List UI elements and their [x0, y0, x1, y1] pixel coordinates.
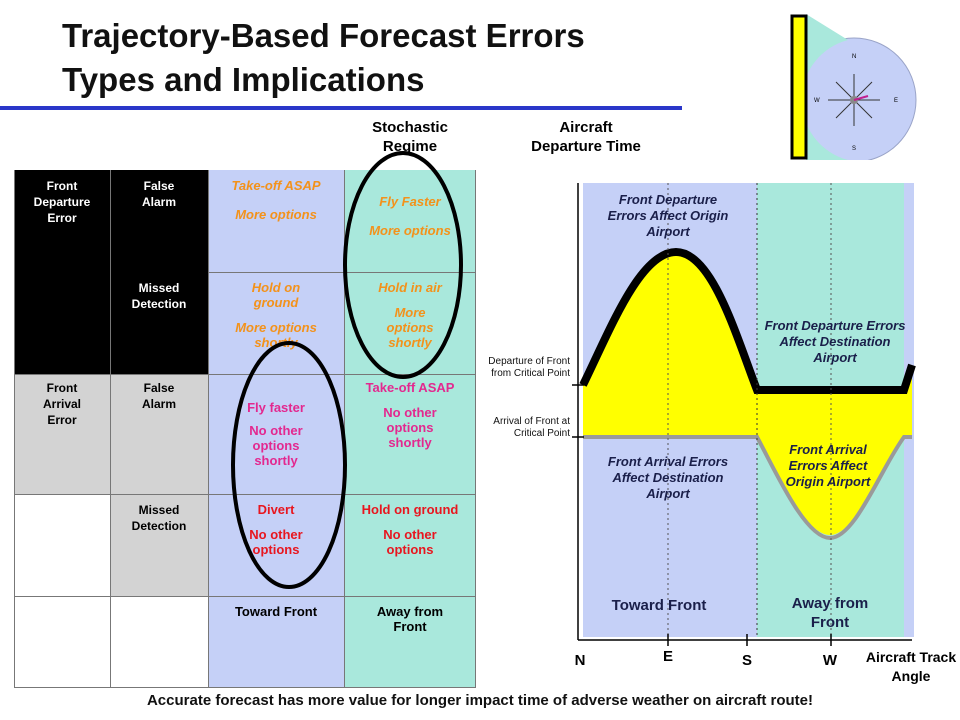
- fa-dest-label: Front Arrival Errors Affect Destination …: [607, 454, 729, 501]
- grid-line: [344, 170, 345, 688]
- missed-detection-label-1: Missed Detection: [131, 281, 187, 311]
- r1c1-cell: Take-off ASAP More options: [208, 170, 344, 272]
- away-front-col-cell: Away from Front: [344, 596, 476, 688]
- r1c2-cell: Fly Faster More options: [344, 170, 476, 272]
- r3c1-options: No other options shortly: [249, 423, 303, 468]
- blank-cell-r5a: [14, 596, 110, 688]
- compass-e: E: [894, 98, 898, 104]
- r3c2-cell: Take-off ASAP No other options shortly: [344, 374, 476, 494]
- y-label-arrival: Arrival of Front at Critical Point: [493, 416, 570, 439]
- compass-w: W: [814, 98, 820, 104]
- r2c2-action: Hold in air: [378, 280, 442, 295]
- title-underline: [0, 106, 682, 110]
- compass-n: N: [852, 54, 856, 60]
- right-edge-region: [904, 183, 914, 637]
- x-label-s: S: [741, 652, 752, 669]
- away-front-label: Away from Front: [791, 595, 869, 631]
- fd-origin-label: Front Departure Errors Affect Origin Air…: [607, 192, 729, 239]
- r3c2-options: No other options shortly: [383, 405, 437, 450]
- r4c2-cell: Hold on ground No other options: [344, 494, 476, 596]
- grid-line: [475, 170, 476, 688]
- front-arrival-error-cell: Front Arrival Error: [14, 374, 110, 494]
- r2c2-options: More options shortly: [386, 305, 434, 350]
- fd-dest-label: Front Departure Errors Affect Destinatio…: [764, 318, 906, 365]
- blank-cell-r4: [14, 494, 110, 596]
- r3c1-cell: Fly faster No other options shortly: [208, 374, 344, 494]
- x-label-n: N: [574, 652, 586, 669]
- r1c1-options: More options: [235, 207, 317, 222]
- r2c1-options: More options shortly: [235, 320, 317, 350]
- grid-line: [14, 494, 476, 495]
- grid-line: [208, 170, 209, 688]
- false-alarm-label-2: False Alarm: [141, 381, 176, 411]
- footer-note: Accurate forecast has more value for lon…: [146, 692, 814, 709]
- blank-cell-r5b: [110, 596, 208, 688]
- missed-detection-cell-2: Missed Detection: [110, 494, 208, 596]
- false-alarm-label-1: False Alarm: [141, 179, 176, 209]
- false-alarm-cell-2: False Alarm: [110, 374, 208, 494]
- title-line-2: Types and Implications: [62, 61, 425, 98]
- toward-front-label: Toward Front: [611, 597, 707, 614]
- toward-front-col-label: Toward Front: [234, 604, 318, 619]
- compass-icon: N E S W: [790, 14, 917, 160]
- page-title: Trajectory-Based Forecast Errors Types a…: [62, 14, 702, 102]
- front-departure-error-label: Front Departure Error: [33, 179, 91, 225]
- title-line-1: Trajectory-Based Forecast Errors: [62, 17, 585, 54]
- toward-front-region: [583, 183, 757, 637]
- missed-detection-label-2: Missed Detection: [131, 503, 187, 533]
- r2c1-action: Hold on ground: [251, 280, 301, 310]
- r4c2-action: Hold on ground: [361, 502, 459, 517]
- grid-line: [208, 272, 476, 273]
- r3c2-action: Take-off ASAP: [365, 380, 455, 395]
- x-label-e: E: [662, 648, 673, 665]
- compass-s: S: [852, 146, 856, 152]
- x-label-w: W: [822, 652, 838, 669]
- grid-line: [14, 596, 476, 597]
- r4c1-cell: Divert No other options: [208, 494, 344, 596]
- error-table: Front Departure Error False Alarm Take-o…: [14, 170, 476, 688]
- r4c2-options: No other options: [383, 527, 437, 557]
- missed-detection-cell-1: Missed Detection: [110, 272, 208, 392]
- r1c1-action: Take-off ASAP: [231, 178, 321, 193]
- false-alarm-cell-1: False Alarm: [110, 170, 208, 272]
- grid-line: [14, 374, 476, 375]
- fa-origin-label: Front Arrival Errors Affect Origin Airpo…: [785, 442, 871, 489]
- grid-line: [110, 170, 111, 688]
- away-front-col-label: Away from Front: [376, 604, 444, 634]
- departure-time-header: Aircraft Departure Time: [531, 119, 641, 155]
- front-arrival-error-label: Front Arrival Error: [42, 381, 82, 427]
- r4c1-action: Divert: [257, 502, 295, 517]
- front-departure-error-cell: Front Departure Error: [14, 170, 110, 392]
- grid-line: [14, 687, 476, 688]
- grid-line: [14, 170, 15, 688]
- r1c2-options: More options: [369, 223, 451, 238]
- r1c2-action: Fly Faster: [379, 194, 441, 209]
- x-axis-title: Aircraft Track Angle: [865, 649, 957, 684]
- y-label-departure: Departure of Front from Critical Point: [488, 356, 570, 379]
- r3c1-action: Fly faster: [247, 400, 305, 415]
- r4c1-options: No other options: [249, 527, 303, 557]
- stochastic-regime-header: Stochastic Regime: [372, 119, 448, 155]
- away-front-region: [757, 183, 904, 637]
- toward-front-col-cell: Toward Front: [208, 596, 344, 688]
